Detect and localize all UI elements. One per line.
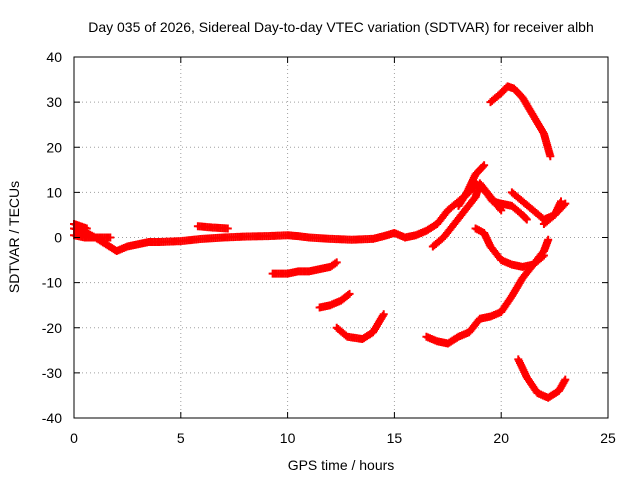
y-tick-label: -20 [42, 320, 62, 336]
data-point [106, 233, 115, 242]
y-tick-label: -30 [42, 365, 62, 381]
data-point [379, 310, 388, 319]
data-point [331, 259, 340, 268]
y-tick-label: 20 [46, 139, 62, 155]
data-point [521, 214, 530, 223]
axis-ticks: 0 5 10 15 20 25 -40 -30 -20 -10 0 10 20 30 40 [42, 49, 616, 446]
x-tick-label: 25 [600, 430, 616, 446]
y-tick-label: 0 [54, 230, 62, 246]
chart-title: Day 035 of 2026, Sidereal Day-to-day VTE… [88, 19, 594, 35]
data-point [539, 251, 548, 260]
y-tick-label: 40 [46, 49, 62, 65]
x-tick-label: 10 [280, 430, 296, 446]
data-point [538, 252, 547, 261]
y-tick-label: 10 [46, 184, 62, 200]
data-point [332, 258, 341, 267]
data-point [82, 224, 91, 233]
data-point [522, 215, 531, 224]
x-tick-label: 15 [387, 430, 403, 446]
data-point [546, 152, 555, 161]
data-point [345, 289, 354, 298]
y-tick-label: -10 [42, 275, 62, 291]
y-axis-label: SDTVAR / TECUs [6, 181, 22, 293]
data-point [344, 291, 353, 300]
x-tick-label: 0 [70, 430, 78, 446]
y-tick-label: -40 [42, 410, 62, 426]
data-point [223, 224, 232, 233]
x-tick-label: 5 [177, 430, 185, 446]
data-points [70, 82, 570, 402]
data-point [561, 375, 570, 384]
x-axis-label: GPS time / hours [288, 457, 395, 473]
data-point [497, 206, 506, 215]
data-point [544, 235, 553, 244]
data-point [480, 161, 489, 170]
y-tick-label: 30 [46, 94, 62, 110]
data-point [557, 197, 566, 206]
x-tick-label: 20 [493, 430, 509, 446]
data-point [478, 162, 487, 171]
